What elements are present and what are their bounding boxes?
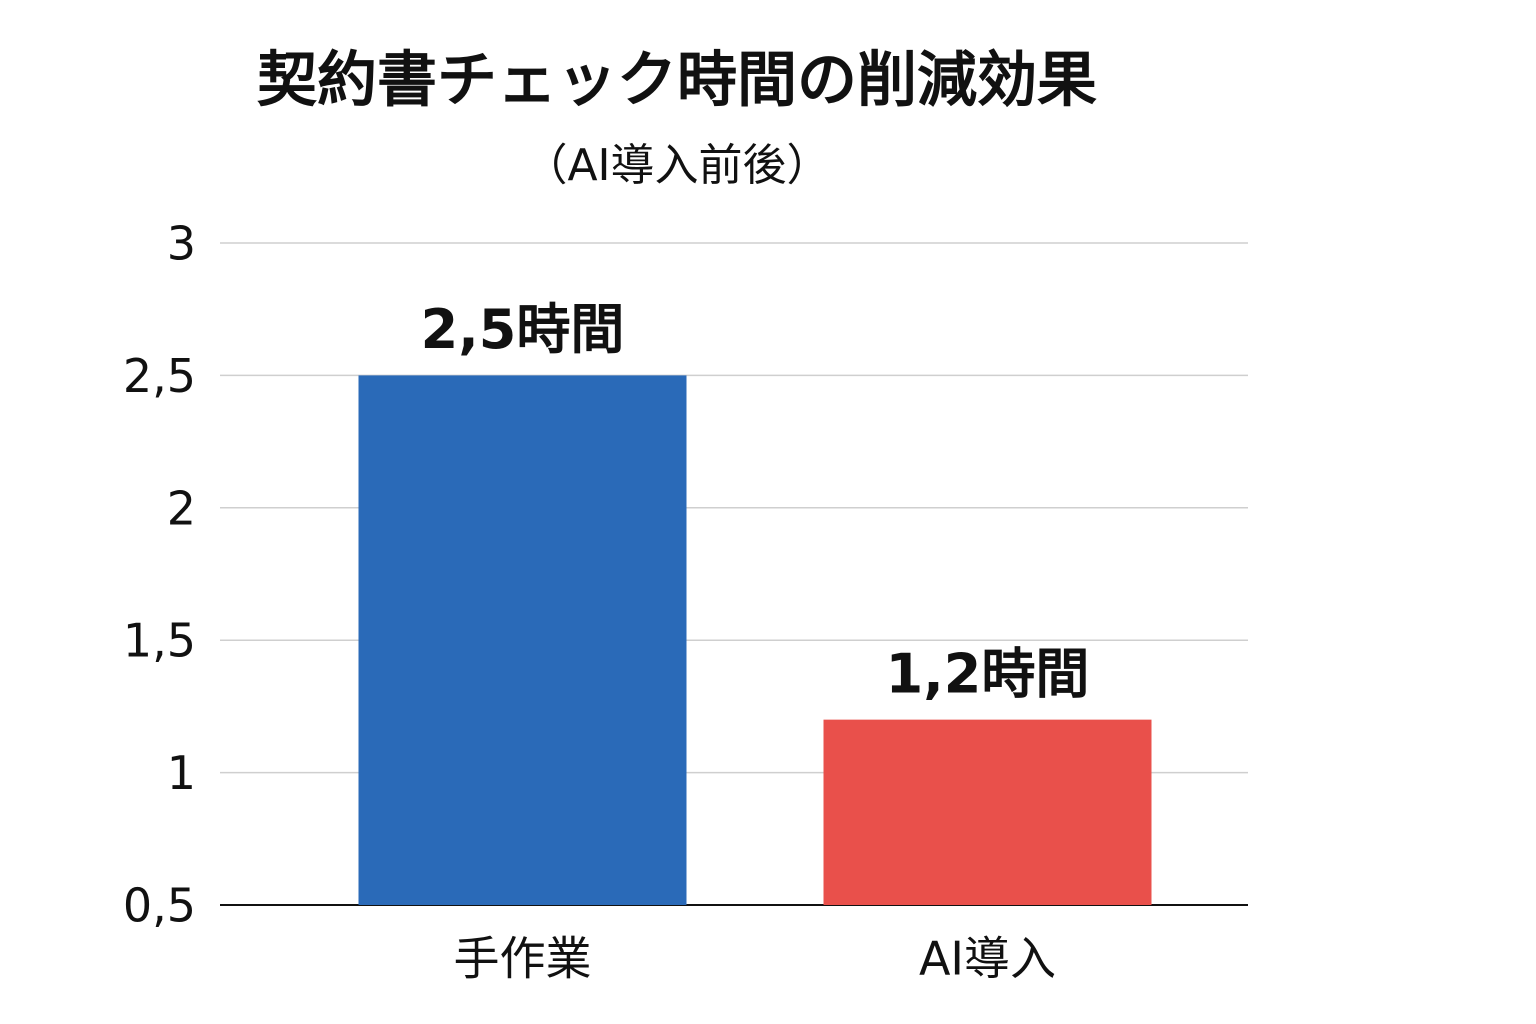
y-tick-label: 2,5 <box>123 349 196 403</box>
y-tick-label: 1,5 <box>123 614 196 668</box>
chart-subtitle: （AI導入前後） <box>523 140 830 191</box>
y-tick-label: 2 <box>167 481 196 535</box>
chart-title: 契約書チェック時間の削減効果 <box>257 46 1097 116</box>
bar <box>823 719 1152 905</box>
x-tick-label: 手作業 <box>454 932 592 986</box>
value-label: 1,2時間 <box>886 642 1090 705</box>
bar <box>358 375 687 905</box>
value-label: 2,5時間 <box>421 298 625 361</box>
y-tick-label: 0,5 <box>123 879 196 933</box>
x-tick-label: AI導入 <box>919 932 1056 986</box>
y-tick-label: 3 <box>167 217 196 271</box>
y-tick-label: 1 <box>167 746 196 800</box>
